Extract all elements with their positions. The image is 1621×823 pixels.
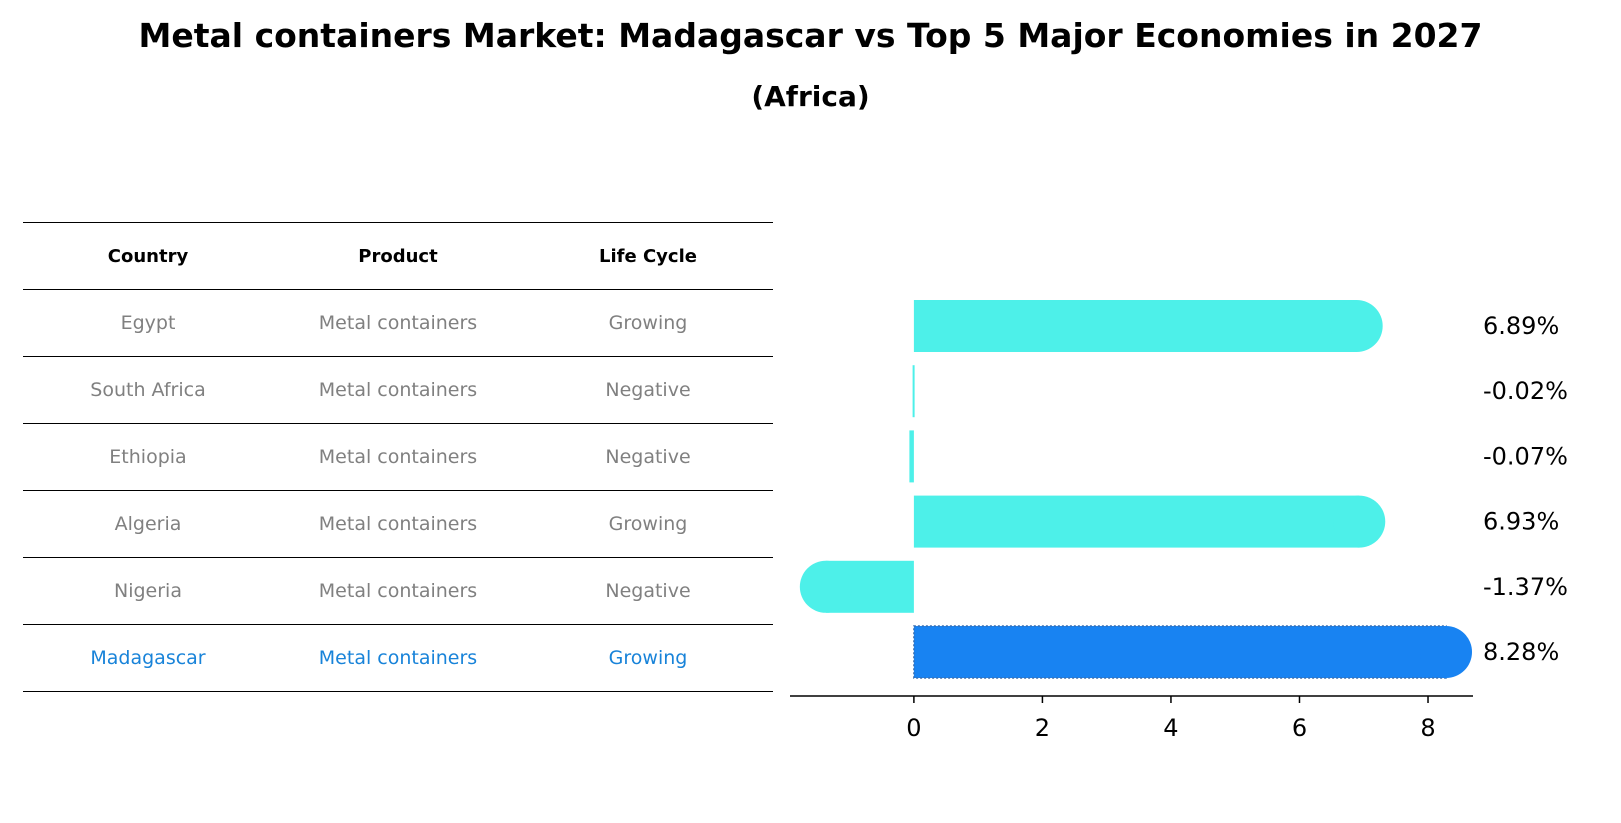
value-label: 6.93%: [1483, 508, 1559, 536]
header-country: Country: [107, 245, 189, 267]
bar-algeria: [913, 495, 1386, 548]
country-cell: Ethiopia: [109, 446, 187, 468]
product-cell: Metal containers: [318, 446, 478, 468]
country-cell: Egypt: [120, 312, 176, 334]
value-label: -0.07%: [1483, 442, 1568, 470]
country-cell: Madagascar: [90, 647, 206, 669]
life-cycle-cell: Negative: [605, 379, 691, 401]
life-cycle-cell: Growing: [608, 312, 688, 334]
product-cell: Metal containers: [318, 647, 478, 669]
x-tick-label: 8: [1420, 714, 1435, 742]
chart-title: Metal containers Market: Madagascar vs T…: [138, 16, 1483, 55]
country-table: Country Product Life Cycle Egypt Metal c…: [23, 222, 773, 692]
life-cycle-cell: Negative: [605, 446, 691, 468]
table-row: South Africa Metal containers Negative: [23, 356, 773, 423]
life-cycle-cell: Growing: [608, 513, 688, 535]
value-label: -1.37%: [1483, 573, 1568, 601]
country-cell: Nigeria: [114, 580, 182, 602]
table-row: Egypt Metal containers Growing: [23, 289, 773, 356]
chart-subtitle: (Africa): [751, 80, 870, 113]
header-product: Product: [358, 245, 438, 267]
header-life-cycle: Life Cycle: [599, 245, 697, 267]
bar-chart: 6.89% -0.02% -0.07% 6.93% -1.37% 8.28% 0 2 4 6 8: [790, 300, 1568, 742]
x-tick-label: 0: [906, 714, 921, 742]
country-cell: Algeria: [114, 513, 182, 535]
table-row-highlight: Madagascar Metal containers Growing: [23, 624, 773, 692]
product-cell: Metal containers: [318, 580, 478, 602]
x-tick-label: 2: [1035, 714, 1050, 742]
product-cell: Metal containers: [318, 513, 478, 535]
product-cell: Metal containers: [318, 379, 478, 401]
value-label: -0.02%: [1483, 377, 1568, 405]
table-header-row: Country Product Life Cycle: [23, 222, 773, 289]
product-cell: Metal containers: [318, 312, 478, 334]
bar-egypt: [913, 300, 1383, 352]
value-label: 8.28%: [1483, 638, 1559, 666]
bar-ethiopia: [909, 430, 914, 483]
bar-nigeria: [799, 560, 914, 613]
table-row: Ethiopia Metal containers Negative: [23, 423, 773, 490]
table-row: Nigeria Metal containers Negative: [23, 557, 773, 624]
country-cell: South Africa: [90, 379, 206, 401]
life-cycle-cell: Negative: [605, 580, 691, 602]
value-label: 6.89%: [1483, 312, 1559, 340]
bar-madagascar: [913, 625, 1473, 679]
x-tick-label: 6: [1292, 714, 1307, 742]
bar-south-africa: [912, 365, 915, 418]
table-row: Algeria Metal containers Growing: [23, 490, 773, 557]
life-cycle-cell: Growing: [608, 647, 688, 669]
x-tick-label: 4: [1163, 714, 1178, 742]
